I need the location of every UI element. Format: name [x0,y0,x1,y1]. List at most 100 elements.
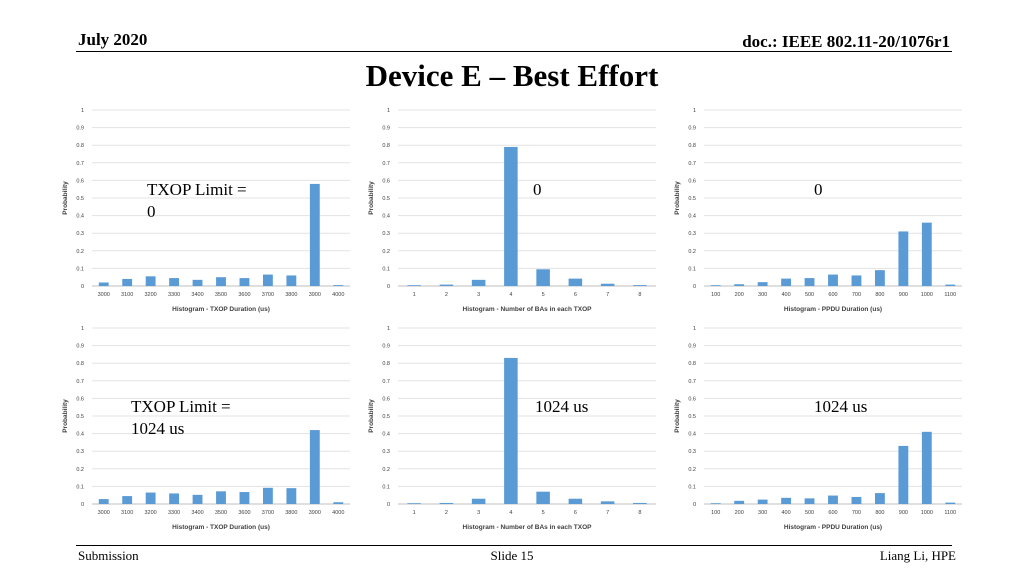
x-tick-label: 300 [758,292,767,298]
x-tick-label: 3300 [168,292,180,298]
bar [568,498,583,504]
y-tick-label: 0 [387,284,390,290]
bar [851,275,862,286]
x-tick-label: 700 [852,510,861,516]
bar [504,357,518,504]
x-tick-label: 200 [735,510,744,516]
x-tick-label: 5 [542,510,545,516]
x-axis-label: Histogram - TXOP Duration (us) [172,306,270,313]
bar [804,278,815,286]
bar [169,278,180,286]
y-tick-label: 0.8 [382,143,390,149]
bar [333,502,344,504]
footer-submission: Submission [78,548,139,563]
x-tick-label: 500 [805,292,814,298]
bar [757,282,768,286]
y-tick-label: 0.8 [76,361,84,367]
y-tick-label: 0.2 [382,249,390,255]
y-tick-label: 1 [81,108,84,114]
chart-panel-txop-duration-limit-0: 0 0.1 0.2 0.3 0.4 0.5 0.6 0.7 0.8 0.9 1 Probability… [56,102,358,318]
bar [757,499,768,504]
y-tick-label: 0.4 [688,214,696,220]
x-tick-label: 3200 [145,292,157,298]
y-tick-label: 0.2 [688,249,696,255]
x-tick-label: 900 [899,510,908,516]
x-tick-label: 3700 [262,510,274,516]
y-tick-label: 0.5 [688,196,696,202]
y-tick-label: 0.3 [76,449,84,455]
x-tick-label: 1000 [921,292,933,298]
x-tick-label: 3300 [168,510,180,516]
y-tick-label: 0.7 [688,161,696,167]
x-tick-label: 700 [852,292,861,298]
chart-panel-ba-count-limit-0: 0 0.1 0.2 0.3 0.4 0.5 0.6 0.7 0.8 0.9 1 Probability… [362,102,664,318]
y-tick-label: 0.9 [76,344,84,350]
bar [192,494,203,504]
x-axis-label: Histogram - Number of BAs in each TXOP [463,306,593,313]
y-tick-label: 0.6 [688,178,696,184]
bar [239,492,250,504]
x-tick-label: 1100 [944,292,956,298]
y-tick-label: 0.7 [76,161,84,167]
bar [239,278,250,286]
slide-title: Device E – Best Effort [365,58,659,93]
x-tick-label: 800 [875,510,884,516]
annotation-limit-0-mid: 0 [533,180,542,199]
y-axis-label: Probability [62,181,69,215]
y-tick-label: 0.2 [688,467,696,473]
bar [633,285,647,286]
y-tick-label: 0.1 [76,484,84,490]
bar [309,430,320,504]
x-tick-label: 500 [805,510,814,516]
header-rule [76,51,952,52]
chart-panel-ppdu-duration-limit-1024: 0 0.1 0.2 0.3 0.4 0.5 0.6 0.7 0.8 0.9 1 Probability… [668,320,970,536]
bar [262,274,273,286]
bar [921,222,932,286]
y-axis-label: Probability [674,181,681,215]
bar [216,277,226,286]
x-tick-label: 3500 [215,292,227,298]
y-tick-label: 0 [387,502,390,508]
annotation-line-2: 1024 us [131,419,185,438]
x-tick-label: 2 [445,292,448,298]
bar [262,487,273,504]
x-tick-label: 3600 [238,510,250,516]
bar [309,183,320,286]
x-tick-label: 900 [899,292,908,298]
header-doc-id: doc.: IEEE 802.11-20/1076r1 [742,32,950,51]
y-tick-label: 0.5 [76,196,84,202]
bar [710,503,721,504]
x-tick-label: 1 [413,510,416,516]
y-axis-label: Probability [62,399,69,433]
bar [828,274,838,286]
footer-author: Liang Li, HPE [879,548,956,563]
x-tick-label: 3900 [309,292,321,298]
y-tick-label: 0.6 [76,178,84,184]
bar [781,497,792,504]
y-tick-label: 0.9 [382,344,390,350]
y-tick-label: 0 [81,502,84,508]
y-tick-label: 0.8 [688,361,696,367]
bar [98,282,109,286]
y-tick-label: 0.1 [382,484,390,490]
y-tick-label: 0.2 [76,467,84,473]
bar [633,502,647,504]
y-tick-label: 0.8 [382,361,390,367]
bar [828,495,838,504]
y-tick-label: 0.5 [382,414,390,420]
y-tick-label: 0.7 [76,379,84,385]
x-tick-label: 200 [735,292,744,298]
x-tick-label: 3100 [121,292,133,298]
bar [122,496,133,504]
x-tick-label: 3 [477,510,480,516]
y-tick-label: 0.1 [688,484,696,490]
x-tick-label: 3700 [262,292,274,298]
y-tick-label: 0.1 [76,266,84,272]
bar [471,279,486,286]
bar [407,503,421,504]
bar [145,276,156,286]
x-tick-label: 600 [828,292,837,298]
y-tick-label: 1 [693,326,696,332]
bar [600,283,615,286]
bar [600,501,615,504]
